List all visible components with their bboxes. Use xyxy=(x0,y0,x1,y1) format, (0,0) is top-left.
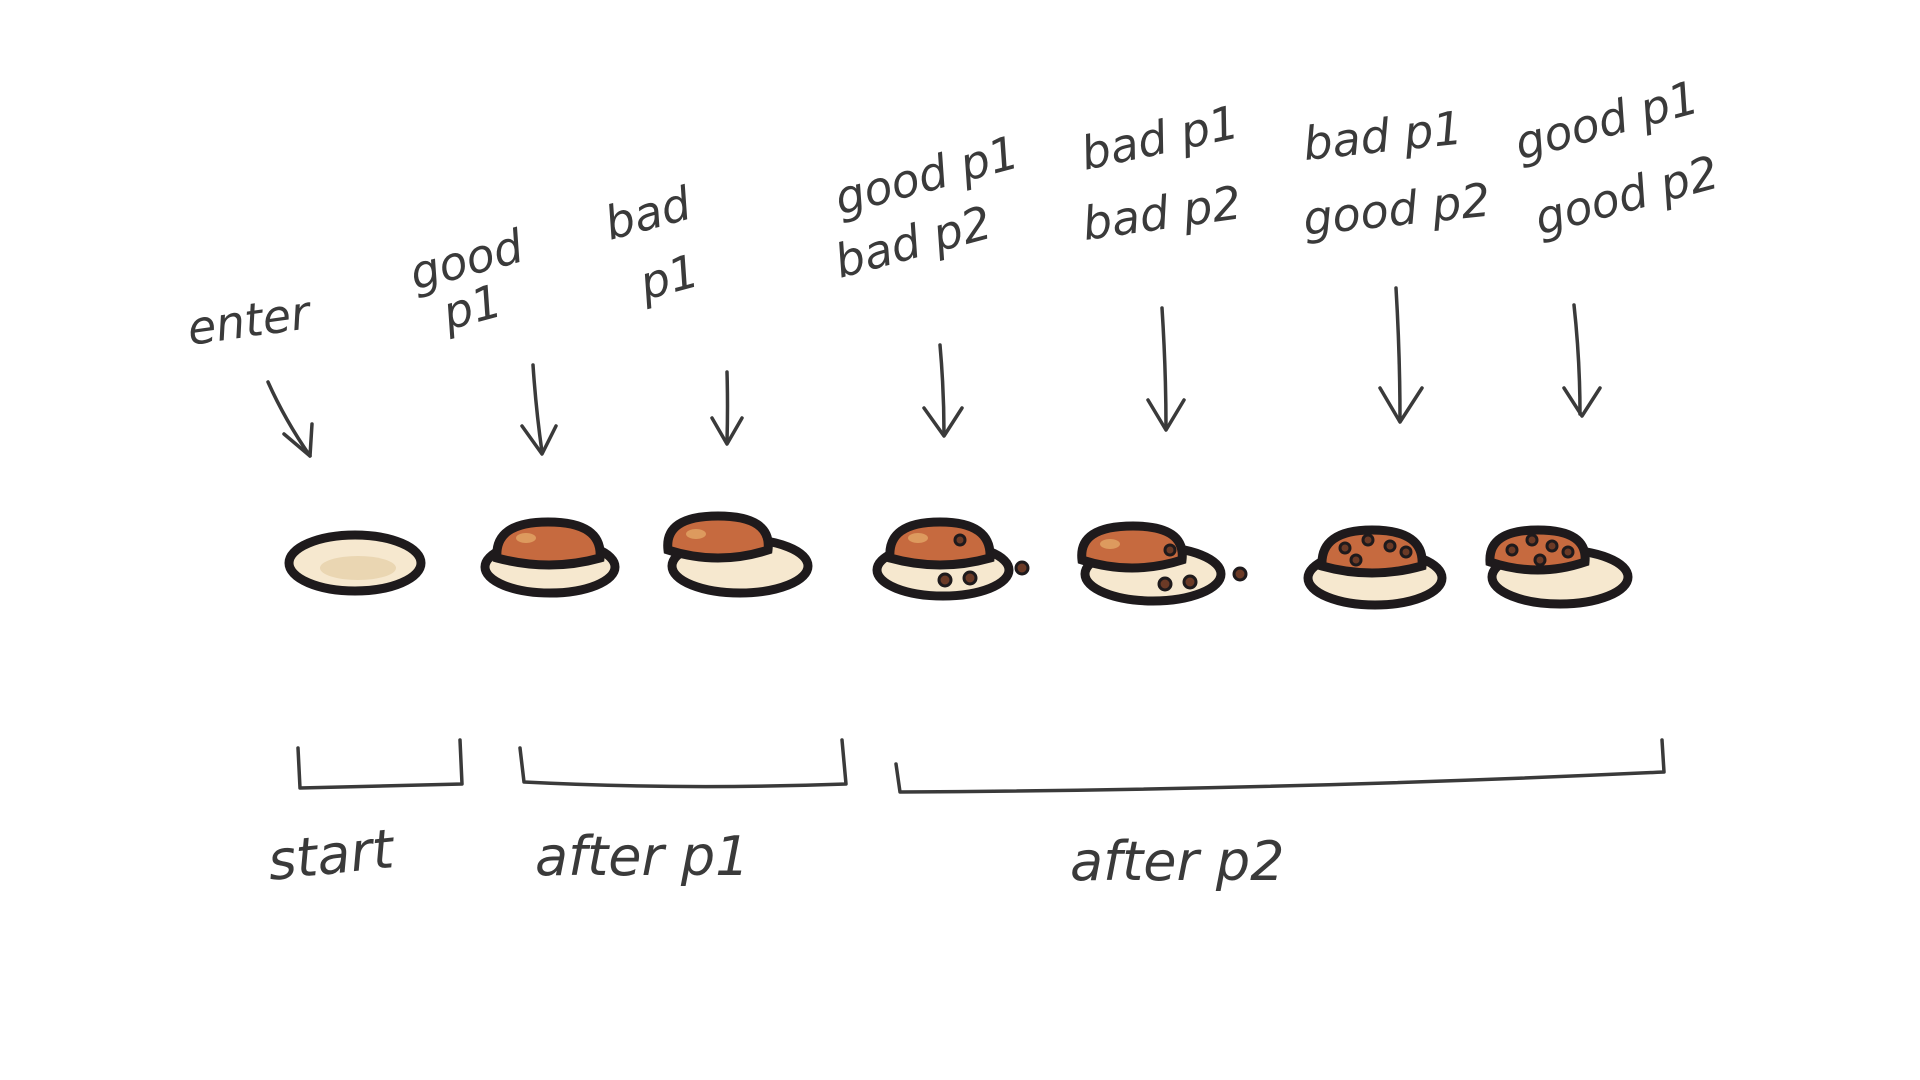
crumb xyxy=(1163,543,1177,557)
stage-3-cookie xyxy=(663,511,813,598)
stage-2-cookie xyxy=(480,517,620,598)
crumb xyxy=(962,570,978,586)
bun-highlight xyxy=(516,533,536,543)
crumb xyxy=(1383,539,1397,553)
plate-shadow xyxy=(320,556,396,580)
bun xyxy=(885,517,995,570)
arrow-5 xyxy=(1146,306,1186,432)
bun-highlight xyxy=(1100,539,1120,549)
arrow-6 xyxy=(1378,286,1424,424)
stage-label-4: good p1 bad p2 xyxy=(829,125,1024,289)
stage-label-7: good p1 good p2 xyxy=(1509,70,1724,246)
stage-label-6-line-2: good p2 xyxy=(1301,173,1493,246)
stage-label-1-line-1: enter xyxy=(184,285,316,356)
stage-4-cookie xyxy=(872,517,1030,601)
stage-7-cookie xyxy=(1485,525,1633,609)
stage-label-5-line-2: bad p2 xyxy=(1079,175,1245,251)
stage-label-3: bad p1 xyxy=(599,176,704,311)
group-bracket-after-p1 xyxy=(518,738,848,789)
stage-label-3-line-1: bad xyxy=(599,176,697,251)
stage-5-cookie xyxy=(1077,521,1248,606)
crumb xyxy=(1561,545,1575,559)
group-label-after-p1: after p1 xyxy=(535,825,750,888)
stage-label-1: enter xyxy=(184,285,316,356)
crumb xyxy=(1533,553,1547,567)
stage-label-5: bad p1 bad p2 xyxy=(1076,95,1245,251)
stage-label-3-line-2: p1 xyxy=(633,243,704,311)
stage-6-cookie xyxy=(1303,525,1447,610)
crumb xyxy=(1525,533,1539,547)
bun xyxy=(492,517,605,570)
crumb xyxy=(1232,566,1248,582)
crumb xyxy=(1505,543,1519,557)
arrow-1 xyxy=(266,380,314,458)
stage-1-cookie xyxy=(284,530,426,596)
bun xyxy=(1077,521,1187,573)
crumb xyxy=(1361,533,1375,547)
group-bracket-start xyxy=(296,738,464,790)
arrow-3 xyxy=(710,370,744,446)
stage-label-5-line-1: bad p1 xyxy=(1076,95,1243,181)
bun-highlight xyxy=(908,533,928,543)
bun xyxy=(1317,525,1427,578)
arrow-2 xyxy=(520,363,558,456)
crumb xyxy=(937,572,953,588)
crumb xyxy=(953,533,967,547)
crumb xyxy=(1014,560,1030,576)
bun xyxy=(1485,525,1590,575)
bun xyxy=(663,511,773,563)
crumb xyxy=(1545,539,1559,553)
bun-highlight xyxy=(686,529,706,539)
group-label-after-p2: after p2 xyxy=(1070,830,1285,893)
group-label-start: start xyxy=(265,817,398,893)
crumb xyxy=(1349,553,1363,567)
group-bracket-after-p2 xyxy=(894,738,1666,794)
stage-label-2: good p1 xyxy=(404,219,530,341)
crumb xyxy=(1338,541,1352,555)
crumb xyxy=(1182,574,1198,590)
stage-label-6-line-1: bad p1 xyxy=(1301,101,1465,171)
stage-label-6: bad p1 good p2 xyxy=(1301,101,1493,246)
arrow-4 xyxy=(922,343,964,438)
crumb xyxy=(1157,576,1173,592)
arrow-7 xyxy=(1562,303,1602,418)
crumb xyxy=(1399,545,1413,559)
